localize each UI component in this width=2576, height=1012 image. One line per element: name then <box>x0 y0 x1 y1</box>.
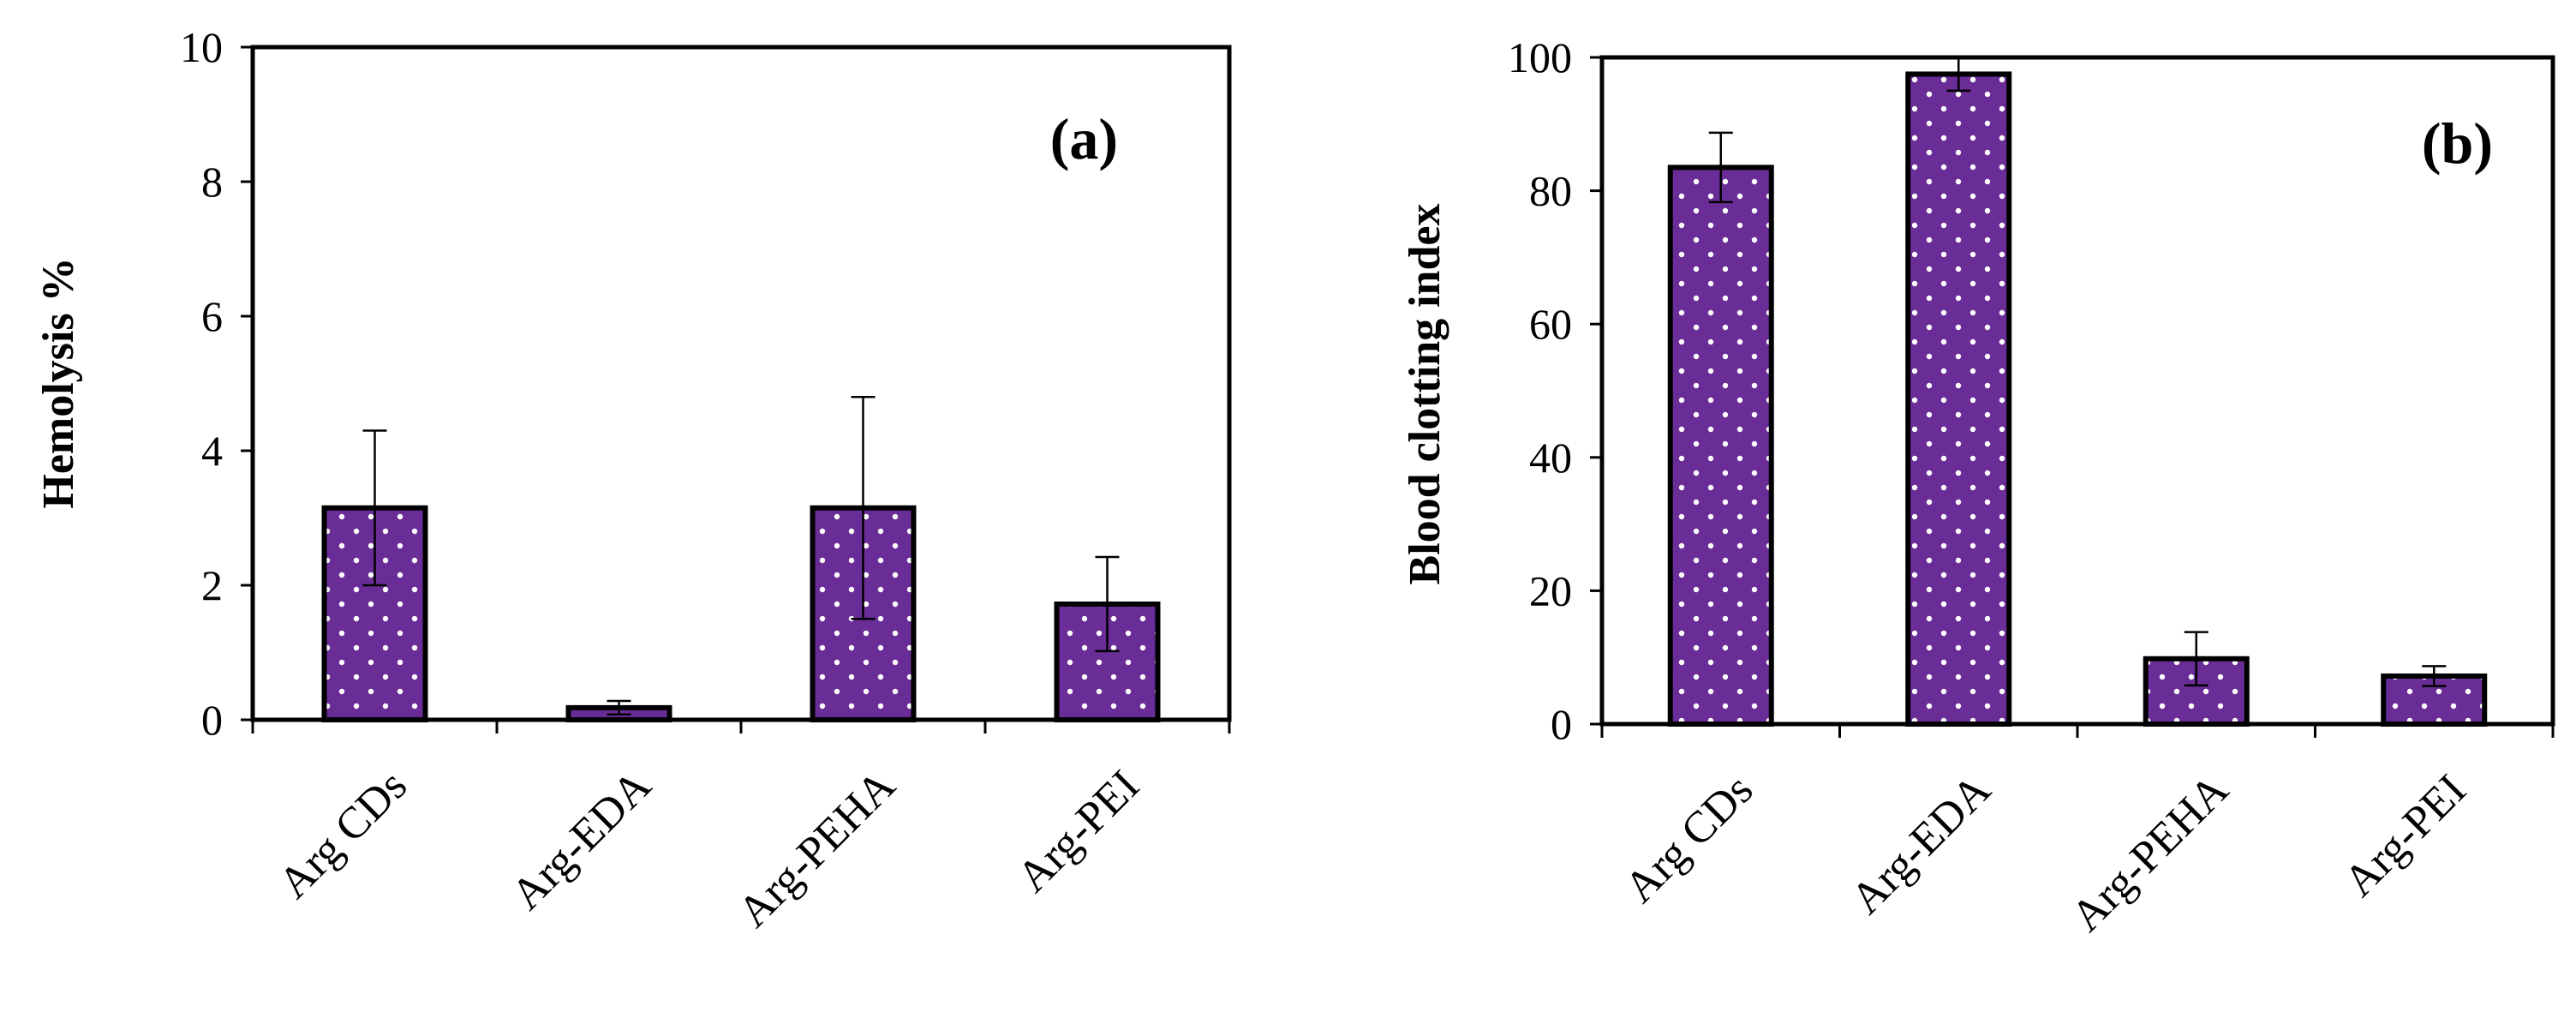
x-category-label: Arg CDs <box>270 761 416 907</box>
bar-arg-cds <box>1667 165 1774 727</box>
y-tick-label: 0 <box>1551 700 1572 748</box>
bar-arg-peha <box>2143 656 2250 727</box>
y-tick-label: 10 <box>180 23 223 71</box>
y-tick-label: 4 <box>201 427 223 475</box>
panel-label: (b) <box>2422 111 2493 176</box>
y-tick-label: 100 <box>1508 33 1572 81</box>
y-tick-label: 8 <box>201 158 223 206</box>
y-tick-label: 6 <box>201 292 223 340</box>
x-category-label: Arg-PEI <box>1008 761 1149 901</box>
y-tick-label: 80 <box>1529 167 1572 215</box>
chart-panel-b: (b) Blood clotting index 0 20 40 60 80 100 Arg… <box>1401 33 2555 941</box>
y-tick-label: 0 <box>201 696 223 744</box>
y-tick-label: 60 <box>1529 300 1572 348</box>
y-tick-label: 40 <box>1529 434 1572 482</box>
x-category-label: Arg-PEHA <box>2062 765 2238 941</box>
chart-panel-a: (a) Hemolysis % 0 2 4 6 8 10 Arg CDs Arg-EDA Arg… <box>34 23 1232 937</box>
panel-label: (a) <box>1050 106 1118 171</box>
y-axis-title: Hemolysis % <box>34 257 83 508</box>
x-category-label: Arg CDs <box>1616 765 1762 912</box>
bar-arg-eda <box>1905 71 2012 727</box>
y-tick-label: 2 <box>201 561 223 609</box>
y-tick-label: 20 <box>1529 566 1572 614</box>
x-category-label: Arg-EDA <box>1842 765 2000 924</box>
y-axis-title: Blood clotting index <box>1401 204 1449 585</box>
x-category-label: Arg-EDA <box>502 761 660 919</box>
x-category-label: Arg-PEI <box>2335 765 2476 906</box>
x-category-label: Arg-PEHA <box>729 761 905 937</box>
